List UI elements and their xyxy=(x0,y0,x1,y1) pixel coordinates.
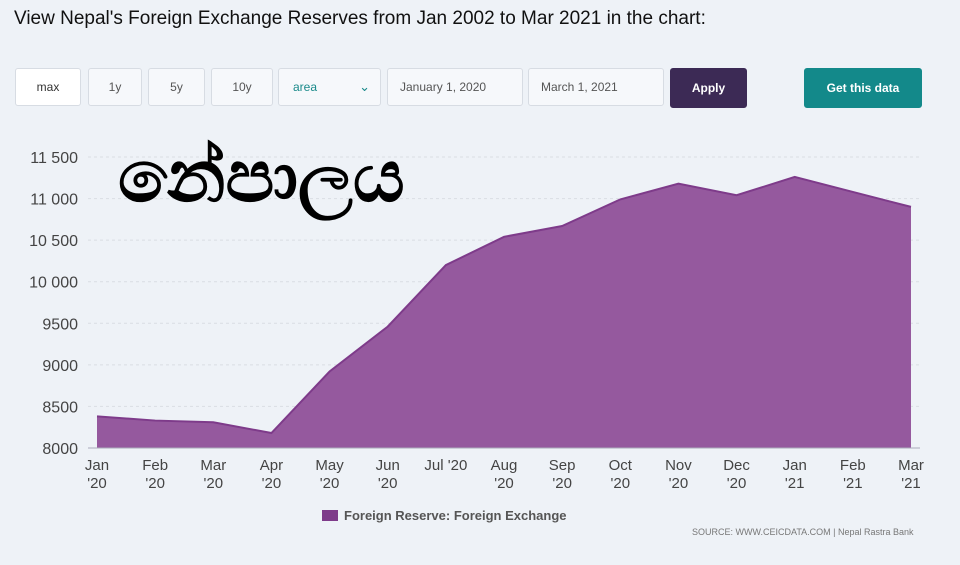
x-tick-label: Oct xyxy=(609,457,633,474)
source-note: SOURCE: WWW.CEICDATA.COM | Nepal Rastra … xyxy=(692,527,914,537)
range-1y-button[interactable]: 1y xyxy=(88,68,142,106)
chart-legend[interactable]: Foreign Reserve: Foreign Exchange xyxy=(322,508,567,523)
x-tick-label: Mar xyxy=(898,457,924,474)
x-tick-label-year: '20 xyxy=(494,475,514,492)
y-tick-label: 9500 xyxy=(42,316,78,333)
x-tick-label: Sep xyxy=(549,457,576,474)
x-tick-label: Feb xyxy=(142,457,168,474)
data-point xyxy=(269,431,273,435)
y-tick-label: 8000 xyxy=(42,441,78,458)
data-point xyxy=(153,419,157,423)
x-tick-label-year: '20 xyxy=(87,475,107,492)
x-tick-label: Jun xyxy=(376,457,400,474)
x-tick-label-year: '20 xyxy=(378,475,398,492)
x-tick-label: Jan xyxy=(783,457,807,474)
range-10y-button[interactable]: 10y xyxy=(211,68,273,106)
x-tick-label: Mar xyxy=(200,457,226,474)
x-tick-label-year: '20 xyxy=(727,475,747,492)
apply-button[interactable]: Apply xyxy=(670,68,747,108)
x-tick-label: Jul '20 xyxy=(424,457,467,474)
x-tick-label-year: '20 xyxy=(145,475,165,492)
x-tick-label-year: '20 xyxy=(204,475,224,492)
data-point xyxy=(618,197,622,201)
y-tick-label: 10 500 xyxy=(29,233,78,250)
x-tick-label-year: '21 xyxy=(843,475,863,492)
legend-swatch xyxy=(322,510,338,521)
data-point xyxy=(502,235,506,239)
data-point xyxy=(560,224,564,228)
range-max-button[interactable]: max xyxy=(15,68,81,106)
x-tick-label-year: '21 xyxy=(785,475,805,492)
data-point xyxy=(386,325,390,329)
x-tick-label: Apr xyxy=(260,457,283,474)
chevron-down-icon: ⌄ xyxy=(359,79,370,94)
page-title: View Nepal's Foreign Exchange Reserves f… xyxy=(14,8,706,29)
x-tick-label-year: '21 xyxy=(901,475,921,492)
x-tick-label: Nov xyxy=(665,457,692,474)
end-date-input[interactable]: March 1, 2021 xyxy=(528,68,664,106)
x-tick-label-year: '20 xyxy=(611,475,631,492)
series-line-foreign-exchange xyxy=(96,175,912,435)
x-tick-label: May xyxy=(315,457,344,474)
x-tick-label: Feb xyxy=(840,457,866,474)
x-tick-label: Aug xyxy=(491,457,518,474)
x-tick-label: Jan xyxy=(85,457,109,474)
data-point xyxy=(211,420,215,424)
data-point xyxy=(793,175,797,179)
data-point xyxy=(735,193,739,197)
data-point xyxy=(909,205,913,209)
y-tick-label: 11 500 xyxy=(30,150,78,167)
data-point xyxy=(444,263,448,267)
x-tick-label-year: '20 xyxy=(262,475,282,492)
data-point xyxy=(851,190,855,194)
chart-type-select[interactable]: area ⌄ xyxy=(278,68,381,106)
y-tick-label: 11 000 xyxy=(30,192,78,209)
watermark-text: නේපාලය xyxy=(118,134,405,218)
data-point xyxy=(328,370,332,374)
x-tick-label-year: '20 xyxy=(669,475,689,492)
get-data-button[interactable]: Get this data xyxy=(804,68,922,108)
x-tick-label-year: '20 xyxy=(320,475,340,492)
y-tick-label: 8500 xyxy=(42,399,78,416)
data-point xyxy=(95,414,99,418)
chart-toolbar: max 1y 5y 10y area ⌄ January 1, 2020 Mar… xyxy=(0,68,960,110)
range-5y-button[interactable]: 5y xyxy=(148,68,205,106)
chart-type-value: area xyxy=(293,80,318,94)
y-tick-label: 9000 xyxy=(42,358,78,375)
x-tick-label-year: '20 xyxy=(552,475,572,492)
data-point xyxy=(676,182,680,186)
x-tick-label: Dec xyxy=(723,457,750,474)
start-date-input[interactable]: January 1, 2020 xyxy=(387,68,523,106)
series-area-foreign-exchange xyxy=(97,176,911,448)
y-tick-label: 10 000 xyxy=(29,275,78,292)
reserves-area-chart: 8000 8500 9000 9500 10 000 10 500 11 000 11 500… xyxy=(29,150,924,492)
legend-label: Foreign Reserve: Foreign Exchange xyxy=(344,508,567,523)
